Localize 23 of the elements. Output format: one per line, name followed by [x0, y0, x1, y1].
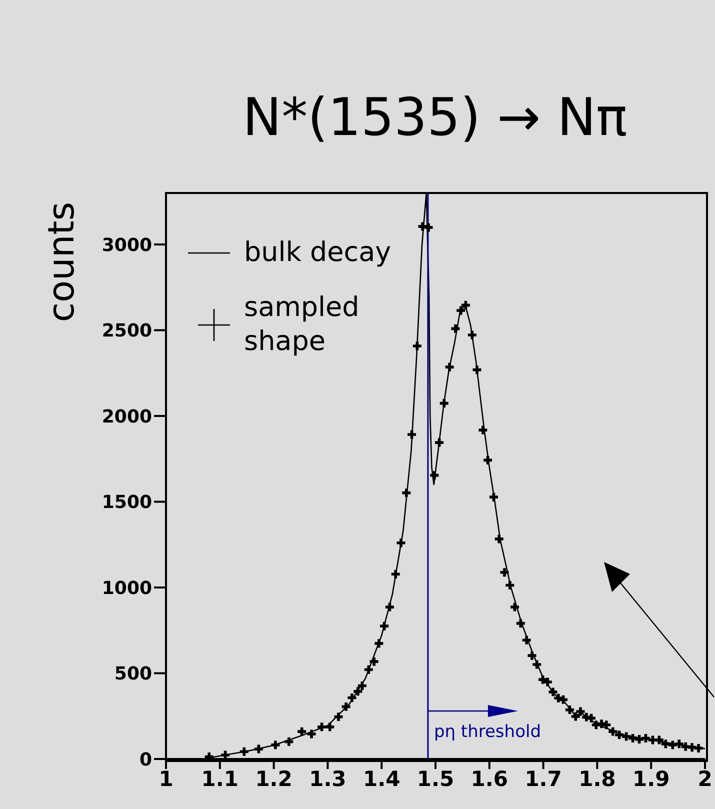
- chart-title: N*(1535) → Nπ: [242, 88, 628, 148]
- legend-label: bulk decay: [244, 236, 392, 270]
- x-tick-label: 1.6: [470, 766, 508, 791]
- y-tick-label: 2500: [102, 320, 152, 342]
- x-tick-label: 1.2: [255, 766, 292, 791]
- y-tick-label: 3000: [102, 234, 152, 256]
- x-tick-label: 1.4: [363, 766, 400, 791]
- x-tick-label: 1.9: [632, 766, 670, 791]
- y-tick-label: 1500: [102, 492, 152, 514]
- y-tick-label: 1000: [102, 578, 152, 599]
- y-tick-label: 0: [139, 749, 152, 770]
- x-tick-label: 1: [158, 766, 174, 791]
- x-tick-label: 1.8: [578, 766, 616, 791]
- legend-label: sampled shape: [244, 291, 360, 358]
- x-tick-label: 1.5: [416, 766, 454, 791]
- x-tick-label: 1.1: [201, 766, 238, 791]
- y-axis-title: counts: [42, 202, 82, 322]
- x-tick-label: 2: [698, 766, 712, 791]
- x-tick-label: 1.3: [309, 766, 346, 791]
- ref-line-label: pη threshold: [434, 722, 541, 742]
- y-tick-label: 2000: [102, 406, 152, 428]
- x-tick-label: 1.7: [524, 766, 562, 791]
- y-tick-label: 500: [114, 664, 152, 685]
